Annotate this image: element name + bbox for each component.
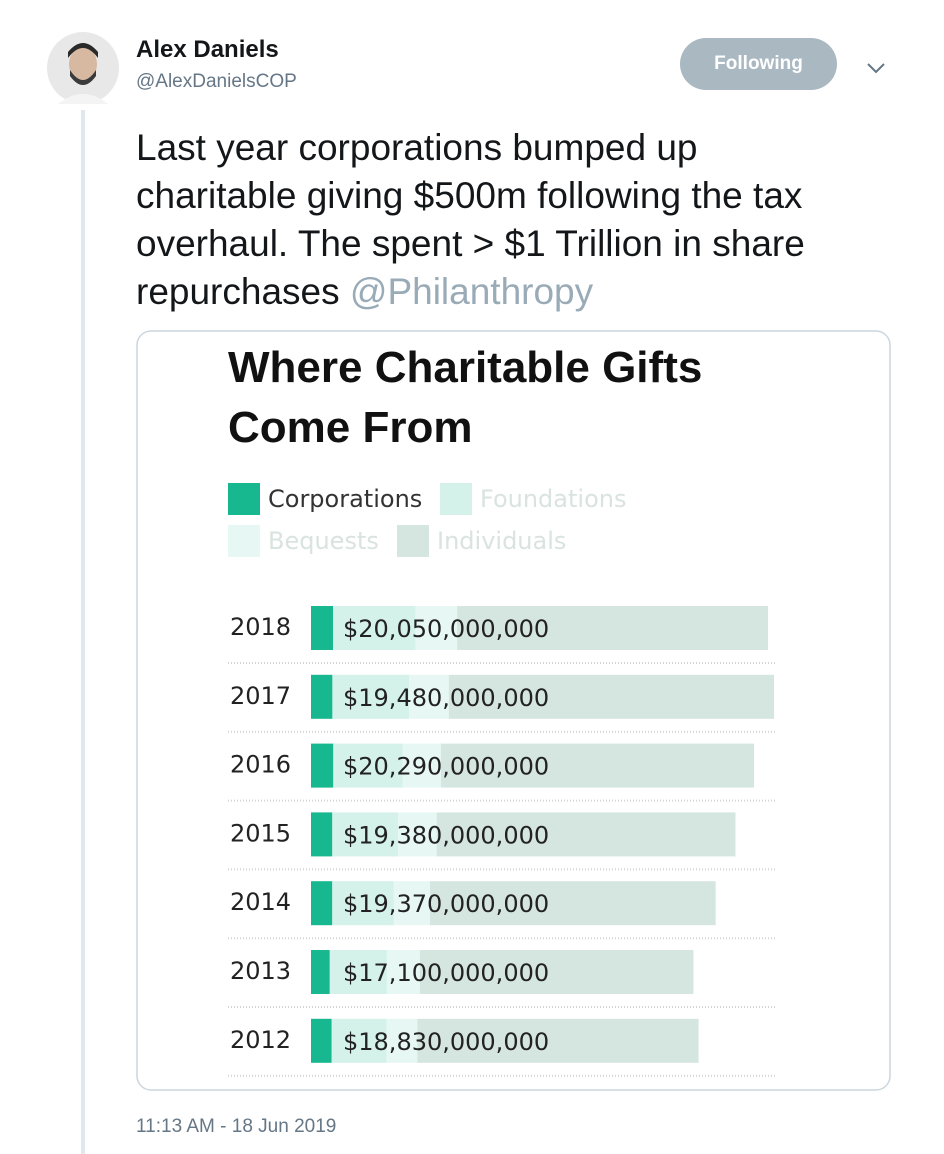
follow-button[interactable]: Following — [680, 38, 837, 90]
legend-label: Bequests — [268, 527, 379, 555]
timestamp[interactable]: 11:13 AM - 18 Jun 2019 — [136, 1116, 337, 1137]
bar-segment — [311, 674, 333, 719]
bar-segment — [311, 606, 334, 650]
y-tick-label: 2014 — [230, 888, 291, 916]
legend-swatch — [397, 525, 429, 557]
bar-segment — [448, 674, 775, 719]
bar-segment — [311, 950, 330, 994]
user-handle[interactable]: @AlexDanielsCOP — [136, 71, 297, 92]
bar-segment — [332, 812, 399, 857]
y-tick-label: 2017 — [230, 682, 291, 710]
tweet-body: Last year corporations bumped up charita… — [136, 127, 805, 312]
avatar[interactable] — [47, 32, 119, 104]
bar-segment — [311, 812, 333, 857]
data-label: $19,370,000,000 — [343, 890, 549, 918]
bar-segment — [402, 743, 441, 788]
legend-label: Foundations — [480, 485, 626, 513]
bar-segment — [393, 881, 431, 926]
y-tick-label: 2016 — [230, 751, 291, 779]
legend-swatch — [440, 483, 472, 515]
bar-segment — [398, 812, 437, 857]
bar-segment — [332, 881, 394, 926]
user-name[interactable]: Alex Daniels — [136, 36, 279, 63]
mention-link[interactable]: @Philanthropy — [349, 271, 594, 312]
bar-segment — [419, 950, 694, 994]
bar-segment — [430, 881, 716, 926]
y-tick-label: 2012 — [230, 1026, 291, 1054]
bar-segment — [436, 812, 736, 857]
bar-segment — [440, 743, 755, 788]
chart: Corporations Foundations Bequests Individua… — [228, 483, 776, 1077]
bar-segment — [333, 606, 416, 650]
legend-label: Corporations — [268, 485, 422, 513]
legend-swatch — [228, 525, 260, 557]
y-tick-label: 2018 — [230, 613, 291, 641]
bar-segment — [386, 1018, 418, 1063]
bar-segment — [386, 950, 420, 994]
bar-segment — [331, 1018, 387, 1063]
tweet-text: Last year corporations bumped up charita… — [136, 124, 866, 316]
data-label: $19,380,000,000 — [343, 821, 549, 849]
y-tick-label: 2015 — [230, 819, 291, 847]
data-label: $17,100,000,000 — [343, 959, 549, 987]
data-label: $19,480,000,000 — [343, 684, 549, 712]
legend-swatch — [228, 483, 260, 515]
chart-title: Where Charitable Gifts Come From — [228, 343, 703, 452]
bar-segment — [415, 606, 458, 650]
bar-segment — [329, 950, 387, 994]
bar-segment — [332, 674, 410, 719]
y-tick-label: 2013 — [230, 957, 291, 985]
menu-chevron[interactable] — [867, 63, 885, 74]
data-label: $18,830,000,000 — [343, 1028, 549, 1056]
bar-segment — [457, 606, 769, 650]
bar-segment — [311, 1018, 332, 1063]
data-label: $20,290,000,000 — [343, 753, 549, 781]
data-label: $20,050,000,000 — [343, 615, 549, 643]
bar-segment — [409, 674, 449, 719]
bar-segment — [333, 743, 403, 788]
bar-segment — [417, 1018, 699, 1063]
bar-segment — [311, 881, 333, 926]
bar-segment — [311, 743, 334, 788]
legend-label: Individuals — [437, 527, 566, 555]
